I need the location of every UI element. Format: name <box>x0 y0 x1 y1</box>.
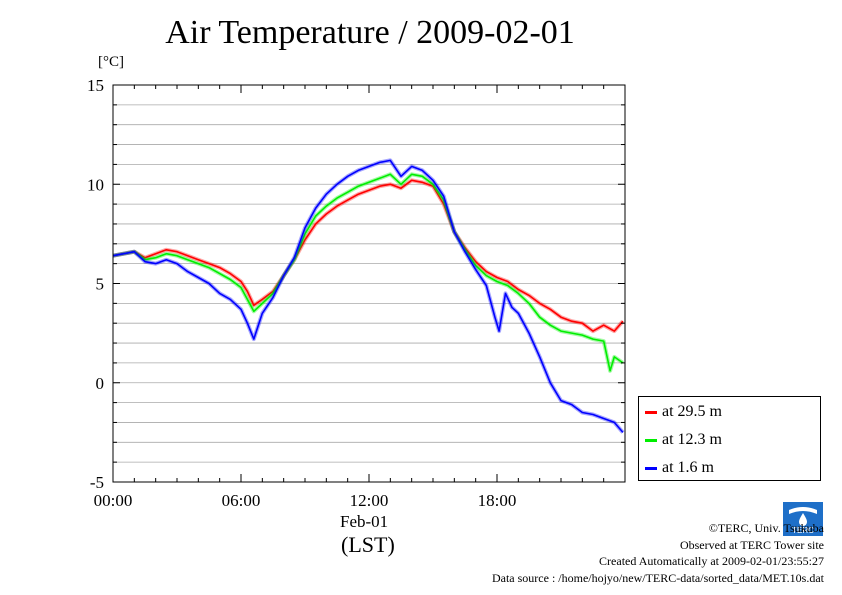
grid-lines <box>113 104 625 463</box>
ticks <box>112 84 626 483</box>
series-line <box>112 159 624 433</box>
legend-swatch-blue <box>645 466 657 470</box>
legend-item-29-5m: at 29.5 m <box>645 403 722 421</box>
y-tick-label: 5 <box>96 275 105 294</box>
legend-swatch-red <box>645 410 657 414</box>
legend-item-1-6m: at 1.6 m <box>645 459 714 477</box>
y-tick-label: -5 <box>90 473 104 492</box>
x-tick-label: 06:00 <box>222 491 261 510</box>
terc-logo-icon: TERC <box>783 502 823 536</box>
series-line <box>112 179 624 332</box>
observed-text: Observed at TERC Tower site <box>679 537 824 552</box>
x-axis-timezone-label: (LST) <box>341 532 395 557</box>
series-layer <box>112 158 625 434</box>
legend-label: at 29.5 m <box>662 403 722 420</box>
legend-label: at 1.6 m <box>662 459 714 476</box>
x-axis-date-label: Feb-01 <box>340 512 389 531</box>
created-text: Created Automatically at 2009-02-01/23:5… <box>599 554 824 568</box>
data-source-text: Data source : /home/hojyo/new/TERC-data/… <box>491 570 824 585</box>
series-line <box>112 173 624 372</box>
copyright-text: ©TERC, Univ. Tsukuba <box>708 521 824 535</box>
legend-swatch-green <box>645 438 657 442</box>
legend-item-12-3m: at 12.3 m <box>645 431 722 449</box>
legend-label: at 12.3 m <box>662 431 722 448</box>
y-tick-label: 15 <box>87 76 104 95</box>
footer: ©TERC, Univ. Tsukuba Observed at TERC To… <box>492 520 824 586</box>
y-tick-label: 10 <box>87 175 104 194</box>
chart-title: Air Temperature / 2009-02-01 <box>165 14 575 51</box>
y-axis-unit: [°C] <box>98 54 124 70</box>
x-tick-label: 18:00 <box>478 491 517 510</box>
logo-text: TERC <box>792 526 814 535</box>
x-tick-label: 12:00 <box>350 491 389 510</box>
tick-labels: 15 10 5 0 -500:00 06:00 12:00 18:00 <box>87 76 516 510</box>
x-tick-label: 00:00 <box>94 491 133 510</box>
y-tick-label: 0 <box>96 374 105 393</box>
legend: at 29.5 m at 12.3 m at 1.6 m <box>638 396 821 481</box>
series-line-halo <box>112 158 625 434</box>
